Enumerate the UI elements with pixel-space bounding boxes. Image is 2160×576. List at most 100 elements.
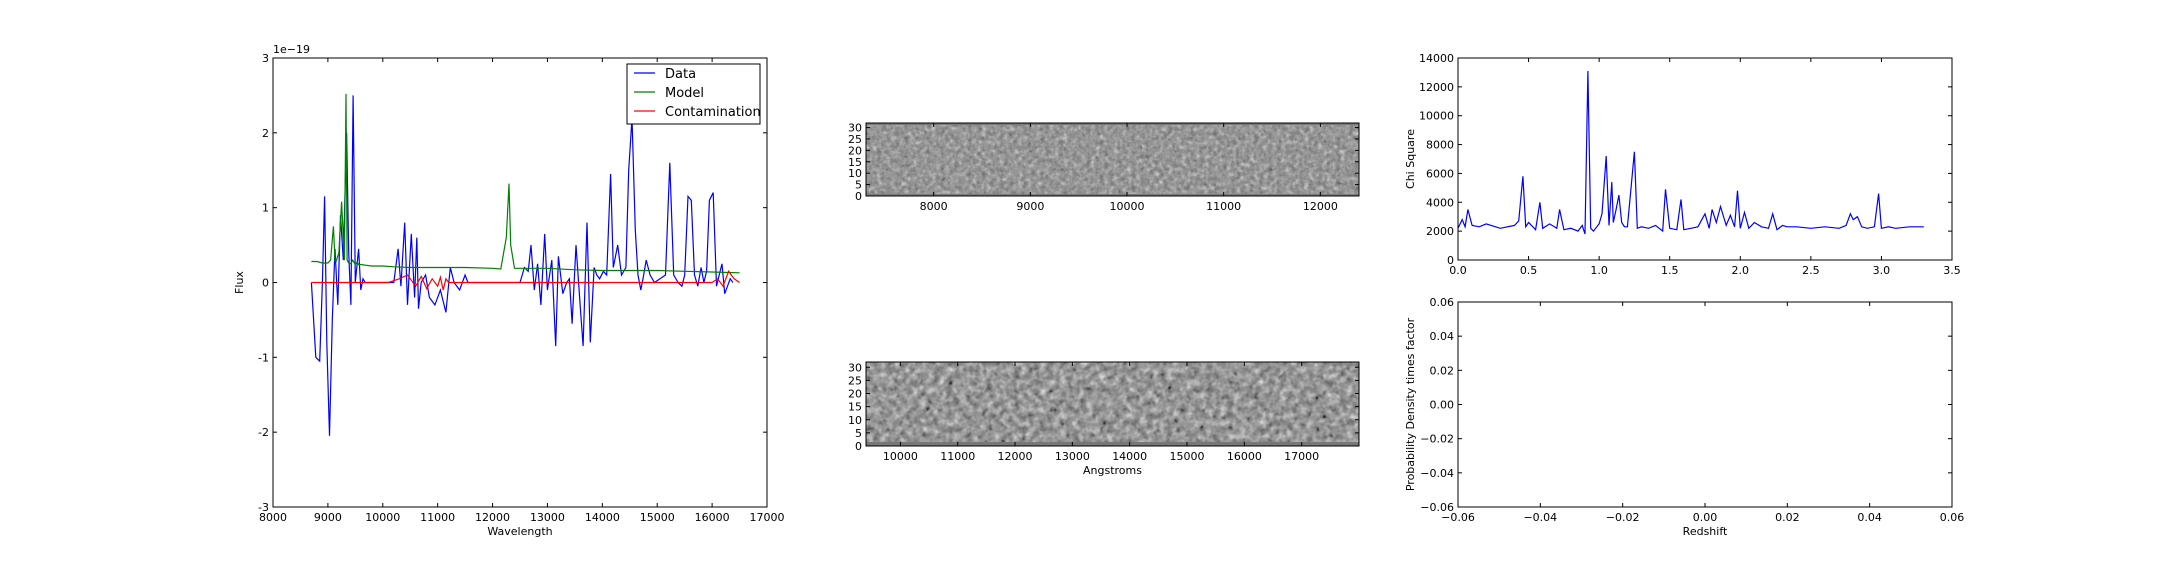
y-tick-label: -1	[258, 351, 269, 364]
y-tick-label: 15	[848, 401, 862, 414]
legend-label-contamination: Contamination	[665, 105, 761, 120]
x-tick-label: 12000	[1303, 200, 1338, 213]
x-tick-label: 13000	[1055, 450, 1090, 463]
y-tick-label: 20	[848, 388, 862, 401]
x-tick-label: 12000	[998, 450, 1033, 463]
x-tick-label: 17000	[750, 511, 785, 524]
panel-0: 8000 9000 10000 11000 12000 13000 14000 15000 16…	[233, 43, 785, 538]
legend-label-data: Data	[665, 67, 696, 82]
y-tick-label: 14000	[1419, 52, 1454, 65]
series-line-data	[310, 95, 734, 436]
plot-area-3	[1458, 70, 1924, 235]
x-tick-label: 10000	[883, 450, 918, 463]
x-tick-label: 3.5	[1943, 264, 1961, 277]
x-tick-label: 9000	[1016, 200, 1044, 213]
x-tick-label: 2.0	[1732, 264, 1750, 277]
y-tick-label: 2	[262, 127, 269, 140]
x-tick-label: 2.5	[1802, 264, 1820, 277]
y-tick-label: 4000	[1426, 196, 1454, 209]
y-tick-label: 30	[848, 361, 862, 374]
x-tick-label: 3.0	[1873, 264, 1891, 277]
y-tick-label: 12000	[1419, 81, 1454, 94]
y-tick-label: 20	[848, 144, 862, 157]
x-tick-label: 9000	[314, 511, 342, 524]
x-tick-label: 1.5	[1661, 264, 1679, 277]
y-tick-label: 0	[855, 190, 862, 203]
plot-area-0	[310, 93, 740, 436]
axes-frame-3	[1457, 57, 1953, 261]
x-tick-label: 17000	[1284, 450, 1319, 463]
x-tick-label: 10000	[1110, 200, 1145, 213]
y-tick-label: 0.04	[1430, 330, 1455, 343]
legend-box	[626, 63, 761, 125]
x-tick-label: 0.06	[1940, 511, 1965, 524]
x-tick-label: 0.04	[1857, 511, 1882, 524]
y-tick-label: 15	[848, 156, 862, 169]
y-axis-label: Flux	[233, 271, 246, 294]
x-tick-label: 0.0	[1449, 264, 1467, 277]
y-tick-label: 0	[1447, 254, 1454, 267]
image-2d-spectrum	[866, 125, 1359, 194]
x-tick-label: −0.04	[1523, 511, 1557, 524]
y-axis-label: Probability Density times factor	[1404, 317, 1417, 491]
x-tick-label: 13000	[530, 511, 565, 524]
y-tick-label: 3	[262, 52, 269, 65]
x-tick-label: 1.0	[1590, 264, 1608, 277]
panel-2: 10000 11000 12000 13000 14000 15000 16000 17000…	[848, 361, 1360, 477]
y-tick-label: 10000	[1419, 110, 1454, 123]
panel-4: −0.06 −0.04 −0.02 0.00 0.02 0.04 0.06 −0.06 −0.0…	[1404, 296, 1964, 538]
y-tick-label: -3	[258, 501, 269, 514]
x-tick-label: 0.00	[1693, 511, 1718, 524]
x-tick-label: 11000	[420, 511, 455, 524]
y-tick-label: 0	[262, 277, 269, 290]
x-tick-label: 0.02	[1775, 511, 1800, 524]
axes-frame-1	[865, 122, 1360, 197]
series-line-contamination	[311, 270, 740, 291]
y-tick-label: −0.02	[1420, 433, 1454, 446]
x-tick-label: 14000	[585, 511, 620, 524]
x-tick-label: 10000	[365, 511, 400, 524]
series-line-3-0	[1458, 70, 1924, 235]
x-tick-label: 15000	[1170, 450, 1205, 463]
x-tick-label: 16000	[1227, 450, 1262, 463]
y-tick-label: 0	[855, 440, 862, 453]
y-tick-label: 5	[855, 179, 862, 192]
y-tick-label: 25	[848, 374, 862, 387]
x-tick-label: −0.06	[1441, 511, 1475, 524]
x-axis-label: Angstroms	[1083, 464, 1142, 477]
x-tick-label: 12000	[475, 511, 510, 524]
panel-3: 0.0 0.5 1.0 1.5 2.0 2.5 3.0 3.5 0 2000 4000 6000 800…	[1404, 52, 1961, 277]
x-tick-label: 11000	[1206, 200, 1241, 213]
y-tick-label: 1	[262, 202, 269, 215]
y-tick-label: 8000	[1426, 139, 1454, 152]
x-axis-label: Wavelength	[487, 525, 552, 538]
y-tick-label: 0.06	[1430, 296, 1455, 309]
offset-text: 1e−19	[273, 43, 310, 56]
legend-label-model: Model	[665, 86, 704, 101]
series-line-model	[311, 93, 740, 274]
x-tick-label: 8000	[920, 200, 948, 213]
y-tick-label: 0.00	[1430, 399, 1455, 412]
y-tick-label: −0.06	[1420, 501, 1454, 514]
x-tick-label: 14000	[1112, 450, 1147, 463]
x-tick-label: 15000	[640, 511, 675, 524]
x-tick-label: 11000	[940, 450, 975, 463]
x-tick-label: 16000	[695, 511, 730, 524]
y-tick-label: 30	[848, 122, 862, 135]
y-tick-label: −0.04	[1420, 467, 1454, 480]
y-tick-label: 10	[848, 167, 862, 180]
y-tick-label: 0.02	[1430, 364, 1455, 377]
image-2d-spectrum	[866, 362, 1359, 442]
y-tick-label: 2000	[1426, 225, 1454, 238]
y-tick-label: -2	[258, 426, 269, 439]
y-axis-label: Chi Square	[1404, 129, 1417, 189]
y-tick-label: 10	[848, 414, 862, 427]
y-tick-label: 6000	[1426, 167, 1454, 180]
x-tick-label: 8000	[259, 511, 287, 524]
y-tick-label: 25	[848, 133, 862, 146]
y-tick-label: 5	[855, 427, 862, 440]
axes-frame-2	[865, 361, 1360, 447]
legend: Data Model Contamination	[626, 63, 761, 125]
x-tick-label: −0.02	[1606, 511, 1640, 524]
